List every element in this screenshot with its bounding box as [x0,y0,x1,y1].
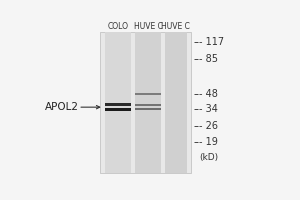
Bar [100,32,191,173]
Bar [135,108,161,110]
Text: - 26: - 26 [199,121,218,131]
Text: - 19: - 19 [199,137,218,147]
Text: - 34: - 34 [199,104,218,114]
Bar [135,32,161,173]
Text: - 85: - 85 [199,54,218,64]
Bar [105,108,130,111]
Bar [165,32,187,173]
Bar [105,103,130,106]
Bar [105,32,130,173]
Text: COLO: COLO [107,22,128,31]
Text: - 117: - 117 [199,37,224,47]
Text: APOL2: APOL2 [45,102,79,112]
Text: HUVE C: HUVE C [161,22,190,31]
Bar [135,93,161,95]
Text: (kD): (kD) [199,153,218,162]
Text: HUVE C: HUVE C [134,22,162,31]
Bar [135,104,161,106]
Text: - 48: - 48 [199,89,218,99]
